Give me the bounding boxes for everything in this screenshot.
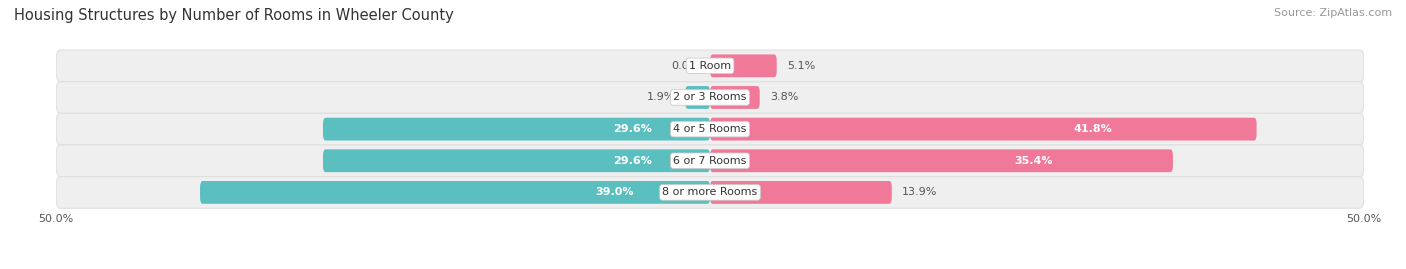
- FancyBboxPatch shape: [710, 54, 776, 77]
- FancyBboxPatch shape: [710, 118, 1257, 140]
- FancyBboxPatch shape: [323, 118, 710, 140]
- Text: 39.0%: 39.0%: [595, 187, 634, 197]
- Text: 29.6%: 29.6%: [613, 124, 652, 134]
- Text: 2 or 3 Rooms: 2 or 3 Rooms: [673, 93, 747, 102]
- Text: 13.9%: 13.9%: [903, 187, 938, 197]
- Text: 35.4%: 35.4%: [1015, 156, 1053, 166]
- Legend: Owner-occupied, Renter-occupied: Owner-occupied, Renter-occupied: [574, 264, 846, 269]
- Text: 4 or 5 Rooms: 4 or 5 Rooms: [673, 124, 747, 134]
- FancyBboxPatch shape: [710, 181, 891, 204]
- FancyBboxPatch shape: [56, 145, 1364, 176]
- Text: Housing Structures by Number of Rooms in Wheeler County: Housing Structures by Number of Rooms in…: [14, 8, 454, 23]
- Text: 41.8%: 41.8%: [1073, 124, 1112, 134]
- Text: 5.1%: 5.1%: [787, 61, 815, 71]
- FancyBboxPatch shape: [323, 149, 710, 172]
- Text: 1 Room: 1 Room: [689, 61, 731, 71]
- Text: 6 or 7 Rooms: 6 or 7 Rooms: [673, 156, 747, 166]
- FancyBboxPatch shape: [56, 176, 1364, 208]
- Text: 1.9%: 1.9%: [647, 93, 675, 102]
- Text: 0.0%: 0.0%: [671, 61, 700, 71]
- Text: 29.6%: 29.6%: [613, 156, 652, 166]
- FancyBboxPatch shape: [56, 113, 1364, 145]
- FancyBboxPatch shape: [685, 86, 710, 109]
- FancyBboxPatch shape: [200, 181, 710, 204]
- FancyBboxPatch shape: [56, 50, 1364, 82]
- Text: 8 or more Rooms: 8 or more Rooms: [662, 187, 758, 197]
- FancyBboxPatch shape: [710, 149, 1173, 172]
- Text: Source: ZipAtlas.com: Source: ZipAtlas.com: [1274, 8, 1392, 18]
- FancyBboxPatch shape: [710, 86, 759, 109]
- FancyBboxPatch shape: [56, 82, 1364, 113]
- Text: 3.8%: 3.8%: [770, 93, 799, 102]
